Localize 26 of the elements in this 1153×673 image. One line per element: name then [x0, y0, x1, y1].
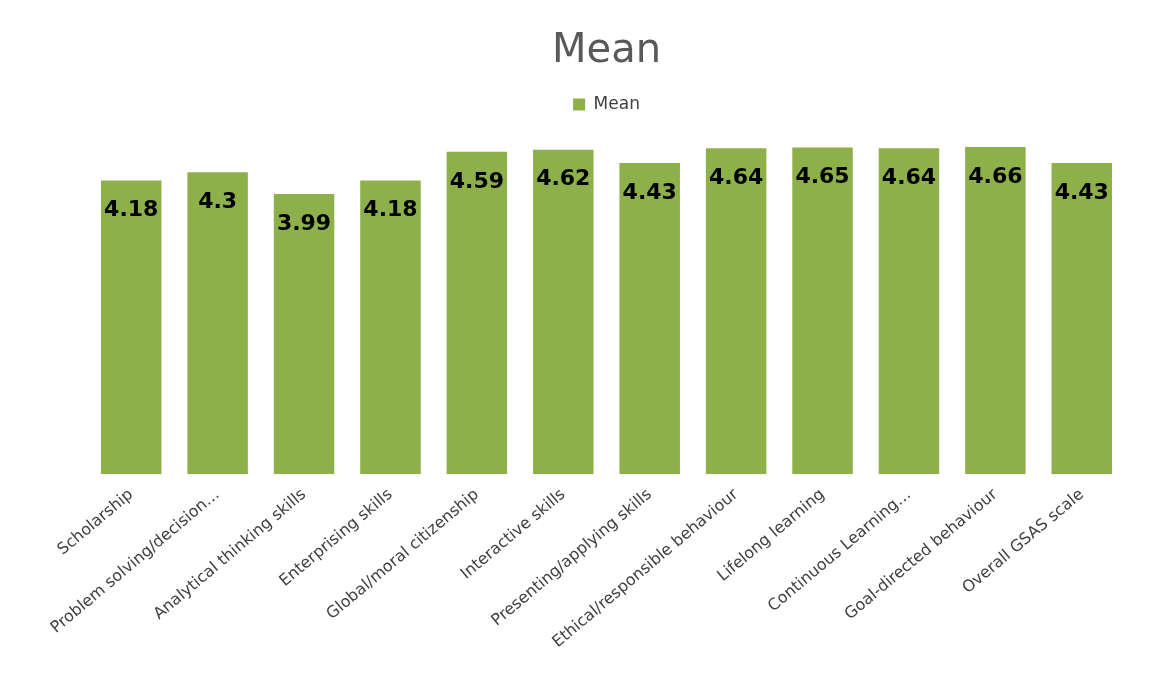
data-label: 4.3 [198, 187, 238, 213]
data-label: 4.65 [795, 163, 850, 189]
bar [533, 149, 594, 475]
bar [187, 172, 248, 475]
data-label: 4.59 [449, 167, 505, 193]
data-label: 4.64 [881, 164, 937, 190]
data-label: 3.99 [276, 209, 332, 235]
bar [878, 148, 940, 475]
bar [619, 163, 680, 475]
bar [1051, 163, 1113, 475]
data-label: 4.62 [536, 165, 591, 191]
bar [792, 147, 853, 475]
bar [100, 180, 162, 475]
data-label: 4.18 [104, 196, 159, 222]
bar [360, 180, 421, 475]
bar [965, 146, 1026, 475]
data-label: 4.64 [708, 164, 764, 190]
data-label: 4.43 [1054, 178, 1109, 204]
legend-label: Mean [593, 92, 640, 113]
data-label: 4.43 [622, 178, 677, 204]
chart-title: Mean [552, 25, 661, 72]
bar [273, 193, 335, 475]
data-label: 4.18 [363, 196, 418, 222]
bar [446, 151, 508, 475]
bar [705, 148, 767, 475]
data-label: 4.66 [968, 162, 1023, 188]
